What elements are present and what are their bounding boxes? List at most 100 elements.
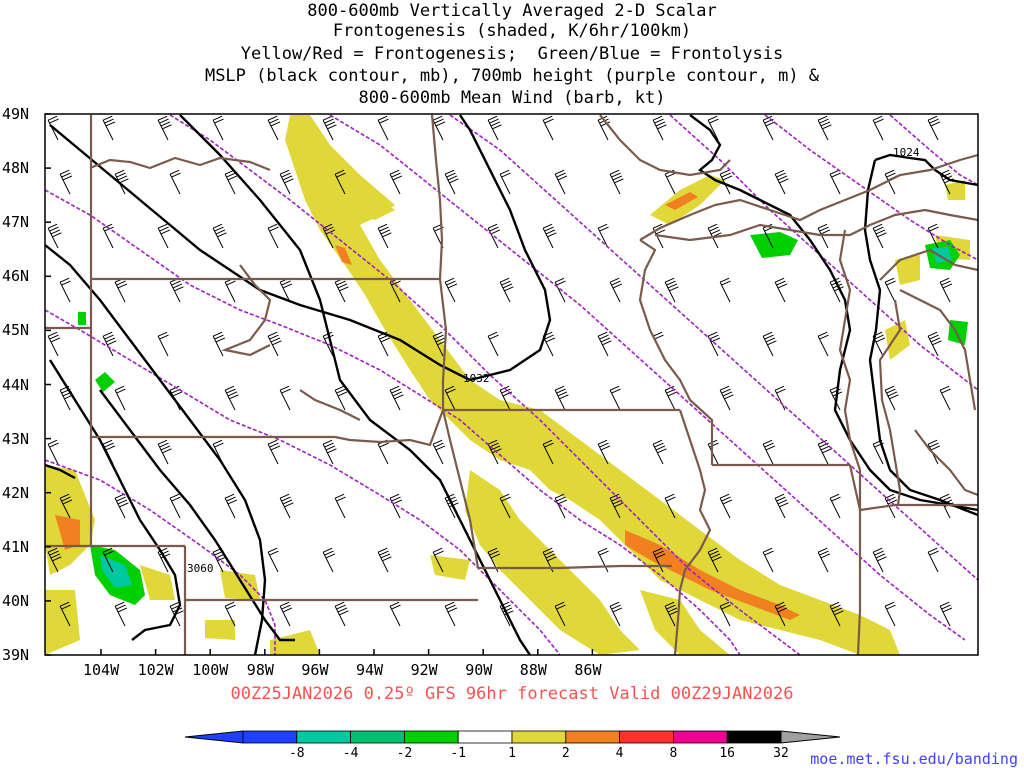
- frontolysis-sw-core: [100, 555, 132, 588]
- border-mn-wi: [638, 239, 714, 465]
- lon-label: 94W: [356, 661, 384, 679]
- frontogenesis-sw-blob5: [220, 570, 260, 600]
- wind-barb: [487, 115, 502, 141]
- wind-barb: [707, 331, 721, 357]
- lat-label: 46N: [2, 267, 30, 286]
- wind-barb: [334, 277, 349, 303]
- colorbar-label: 32: [773, 746, 789, 761]
- wind-barb: [114, 601, 128, 627]
- wind-barb: [927, 439, 941, 465]
- wind-barb: [817, 331, 829, 357]
- colorbar-segment: [296, 730, 351, 744]
- wind-barb: [707, 439, 719, 465]
- wind-barb: [707, 115, 719, 141]
- lat-label: 42N: [2, 483, 30, 502]
- wind-barb: [377, 547, 392, 573]
- frontogenesis-shading: [45, 115, 970, 655]
- wind-barb: [487, 331, 499, 357]
- wind-barb: [59, 169, 73, 195]
- state-borders: [45, 114, 979, 656]
- colorbar: [184, 730, 841, 744]
- wind-barb: [609, 493, 624, 519]
- mslp-contour-1b: [459, 114, 552, 382]
- wind-barb: [719, 601, 731, 627]
- lat-label: 48N: [2, 159, 30, 178]
- wind-barb: [432, 547, 444, 573]
- colorbar-label: -8: [288, 746, 305, 761]
- wind-barb: [817, 223, 831, 249]
- colorbar-label: -2: [396, 746, 413, 761]
- lat-label: 41N: [2, 537, 30, 556]
- frontogenesis-sw-blob7: [270, 630, 320, 655]
- wind-barb: [597, 331, 612, 357]
- wind-barb: [719, 493, 733, 519]
- colorbar-segment: [619, 730, 674, 744]
- border-superior-south: [654, 208, 979, 242]
- wind-barb: [652, 547, 666, 573]
- lon-label: 96W: [301, 661, 329, 679]
- frontogenesis-band-main: [285, 115, 900, 655]
- wind-barb: [169, 493, 181, 519]
- lat-label: 40N: [2, 591, 30, 610]
- wind-barb: [157, 331, 169, 357]
- wind-barb: [47, 331, 61, 357]
- wind-barb: [224, 385, 239, 411]
- wind-barb: [707, 547, 722, 573]
- wind-barb: [884, 385, 899, 411]
- wind-barb: [499, 277, 514, 303]
- wind-barb: [872, 547, 887, 573]
- wind-barb: [609, 601, 623, 627]
- wind-barb: [169, 277, 184, 303]
- wind-barb: [279, 385, 291, 411]
- wind-barb: [377, 223, 392, 249]
- frontogenesis-core-iowa: [625, 530, 800, 620]
- wind-barb: [334, 169, 346, 195]
- wind-barb: [389, 169, 403, 195]
- wind-barb: [719, 385, 734, 411]
- wind-barb: [432, 439, 446, 465]
- colorbar-label: 4: [615, 746, 624, 761]
- wind-barb: [212, 223, 227, 249]
- mslp-contour-6: [44, 463, 76, 480]
- wind-barb: [444, 277, 458, 303]
- wind-barb: [609, 385, 621, 411]
- wind-barb: [829, 493, 841, 519]
- wind-barb: [267, 115, 281, 141]
- mslp-label-1024: 1024: [893, 146, 920, 159]
- border-mi-shore: [838, 229, 862, 510]
- wind-barb: [554, 601, 566, 627]
- frontogenesis-sw-blob3: [140, 565, 175, 600]
- height-contour-6: [449, 114, 979, 581]
- wind-barb: [224, 277, 236, 303]
- credit-link[interactable]: moe.met.fsu.edu/banding: [810, 750, 1018, 768]
- wind-barb: [774, 169, 789, 195]
- wind-barb: [267, 547, 279, 573]
- title-line-1: 800-600mb Vertically Averaged 2-D Scalar: [307, 1, 717, 21]
- wind-barb: [597, 223, 609, 249]
- wind-barb: [102, 115, 116, 141]
- border-lower-mi: [914, 429, 979, 497]
- border-in-mi: [859, 503, 978, 512]
- colorbar-segment: [565, 730, 620, 744]
- wind-barb: [817, 439, 832, 465]
- wind-barb: [267, 439, 281, 465]
- wind-barb: [829, 169, 841, 195]
- wind-barb: [389, 493, 403, 519]
- lon-label: 88W: [519, 661, 547, 679]
- wind-barb: [597, 439, 611, 465]
- wind-barb: [59, 385, 74, 411]
- mslp-contour-5: [99, 389, 295, 642]
- border-mo-river: [221, 264, 272, 357]
- border-sd-river: [299, 389, 361, 421]
- mslp-label-1032: 1032: [463, 372, 490, 385]
- frontogenesis-sw-blob4: [205, 620, 235, 640]
- frontogenesis-mi-blob: [885, 320, 910, 360]
- mslp-contour-1: [49, 124, 471, 382]
- lon-label: 92W: [410, 661, 438, 679]
- wind-barb: [212, 547, 227, 573]
- colorbar-under-arrow: [184, 730, 244, 744]
- wind-barb: [157, 223, 171, 249]
- wind-barb: [762, 115, 776, 141]
- frontogenesis-mi-blob4: [945, 180, 965, 200]
- wind-barb: [927, 547, 939, 573]
